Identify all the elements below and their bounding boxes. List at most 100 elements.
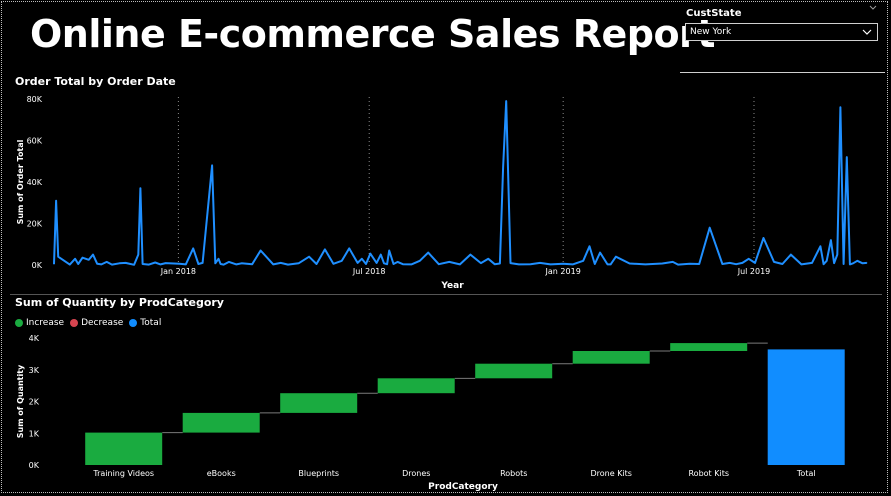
data-point <box>361 258 363 260</box>
data-point <box>154 261 156 264</box>
x-tick-label: Drone Kits <box>591 469 632 478</box>
data-point <box>721 263 723 265</box>
chevron-down-icon[interactable] <box>861 26 873 38</box>
y-tick-label: 60K <box>27 137 43 146</box>
order-total-line-chart[interactable]: 0K 20K 40K 60K 80K Jan 2018 Jul 2018 Jan 2019 Ju… <box>0 88 891 294</box>
data-point <box>836 254 838 256</box>
data-point <box>375 262 378 264</box>
data-point <box>833 262 835 264</box>
data-point <box>383 262 385 264</box>
data-point <box>392 263 395 265</box>
data-point <box>505 100 507 102</box>
data-point <box>438 263 440 265</box>
data-point <box>159 263 162 265</box>
data-point <box>562 263 564 265</box>
waterfall-bar-increase <box>475 363 553 379</box>
data-point <box>762 237 765 239</box>
quantity-waterfall-chart[interactable]: 0K 1K 2K 3K 4K Training Videos eBooks Blueprint… <box>0 330 891 496</box>
data-point <box>53 263 55 265</box>
waterfall-bar-increase <box>377 378 455 394</box>
slicer-collapse-icon[interactable] <box>869 5 877 11</box>
data-point <box>88 259 90 261</box>
data-point <box>81 257 84 259</box>
data-point <box>397 261 399 263</box>
data-point <box>861 262 864 264</box>
data-point <box>644 263 647 265</box>
custstate-slicer: CustState New York <box>680 3 885 73</box>
data-point <box>365 263 367 265</box>
data-point <box>251 263 253 265</box>
state-dropdown-value: New York <box>690 27 732 37</box>
data-point <box>811 262 813 264</box>
data-point <box>324 248 326 251</box>
data-point <box>672 261 674 263</box>
data-point <box>92 254 94 256</box>
legend-item-total[interactable]: Total <box>129 318 161 328</box>
data-point <box>856 260 858 262</box>
legend-dot-increase <box>15 319 23 327</box>
x-tick-label: Jan 2019 <box>545 267 581 276</box>
waterfall-bar-increase <box>280 393 358 413</box>
data-point <box>297 262 300 264</box>
legend-item-decrease[interactable]: Decrease <box>70 318 123 328</box>
data-point <box>139 187 142 189</box>
y-tick-label: 80K <box>27 95 43 104</box>
y-tick-label: 2K <box>29 398 40 407</box>
data-point <box>628 262 631 265</box>
data-point <box>369 252 371 255</box>
legend-label-increase: Increase <box>26 318 65 328</box>
waterfall-bar-increase <box>85 432 163 465</box>
data-point <box>185 263 187 265</box>
x-tick-label: Training Videos <box>92 469 154 478</box>
data-point <box>509 262 512 264</box>
data-point <box>689 263 691 265</box>
data-point <box>606 263 609 265</box>
data-point <box>55 200 57 202</box>
data-point <box>348 247 350 249</box>
data-point <box>830 239 832 241</box>
x-axis-title: ProdCategory <box>428 482 498 492</box>
legend-item-increase[interactable]: Increase <box>15 318 64 328</box>
data-point <box>287 263 289 266</box>
data-point <box>386 263 388 265</box>
data-point <box>790 254 792 256</box>
data-point <box>272 263 274 265</box>
data-point <box>709 227 711 229</box>
data-point <box>773 261 775 263</box>
data-point <box>499 262 501 265</box>
data-point <box>839 106 842 108</box>
x-tick-label: Robot Kits <box>688 469 729 478</box>
data-point <box>698 263 700 265</box>
data-point <box>228 261 230 263</box>
data-point <box>211 164 213 166</box>
data-point <box>677 263 679 266</box>
x-axis-title: Year <box>440 281 464 291</box>
y-tick-label: 3K <box>29 366 40 375</box>
data-point <box>77 263 79 265</box>
y-tick-label: 20K <box>27 220 43 229</box>
data-point <box>214 262 216 264</box>
x-tick-label: Jul 2019 <box>737 267 771 276</box>
data-point <box>846 156 848 158</box>
data-point <box>57 256 59 258</box>
data-point <box>125 262 127 264</box>
data-point <box>357 262 359 264</box>
y-tick-label: 1K <box>29 429 40 438</box>
data-point <box>842 263 845 265</box>
report-title: Online E-commerce Sales Report <box>30 12 715 56</box>
data-point <box>137 254 139 256</box>
data-point <box>118 262 120 264</box>
data-point <box>308 256 310 258</box>
data-point <box>178 263 181 265</box>
data-point <box>202 262 204 264</box>
x-tick-label: Total <box>796 469 816 478</box>
state-dropdown[interactable]: New York <box>685 23 878 41</box>
data-point <box>141 263 144 265</box>
x-tick-label: Blueprints <box>298 469 339 478</box>
waterfall-bar-total <box>767 349 845 465</box>
data-point <box>487 258 489 260</box>
y-axis-title: Sum of Quantity <box>16 364 25 438</box>
data-point <box>133 264 135 266</box>
data-point <box>826 260 828 262</box>
data-point <box>610 263 612 265</box>
